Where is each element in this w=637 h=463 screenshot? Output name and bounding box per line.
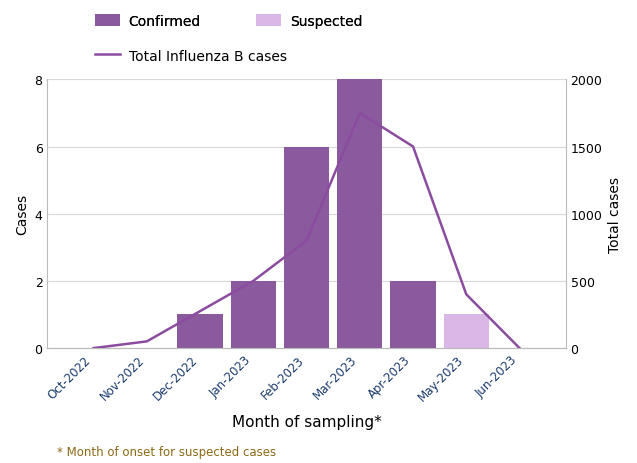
Total Influenza B cases <box>196 309 204 314</box>
Bar <box>231 282 276 348</box>
Bar <box>390 315 436 348</box>
Total Influenza B cases <box>356 111 364 117</box>
Line: Total Influenza B cases: Total Influenza B cases <box>94 114 520 348</box>
Bar <box>390 282 436 348</box>
Bar <box>337 80 382 348</box>
Bar <box>337 315 382 348</box>
Total Influenza B cases <box>409 144 417 150</box>
Y-axis label: Total cases: Total cases <box>608 176 622 252</box>
Total Influenza B cases <box>303 238 310 244</box>
Text: * Month of onset for suspected cases: * Month of onset for suspected cases <box>57 445 276 458</box>
Bar <box>284 315 329 348</box>
Legend: Confirmed, Suspected: Confirmed, Suspected <box>90 9 368 34</box>
Total Influenza B cases <box>90 345 97 351</box>
Y-axis label: Cases: Cases <box>15 194 29 235</box>
X-axis label: Month of sampling*: Month of sampling* <box>232 414 382 430</box>
Total Influenza B cases <box>462 292 470 297</box>
Total Influenza B cases <box>516 345 524 351</box>
Bar <box>443 315 489 348</box>
Bar <box>178 315 223 348</box>
Total Influenza B cases <box>143 339 151 344</box>
Legend: Total Influenza B cases: Total Influenza B cases <box>90 44 292 69</box>
Bar <box>284 147 329 348</box>
Total Influenza B cases <box>250 279 257 284</box>
